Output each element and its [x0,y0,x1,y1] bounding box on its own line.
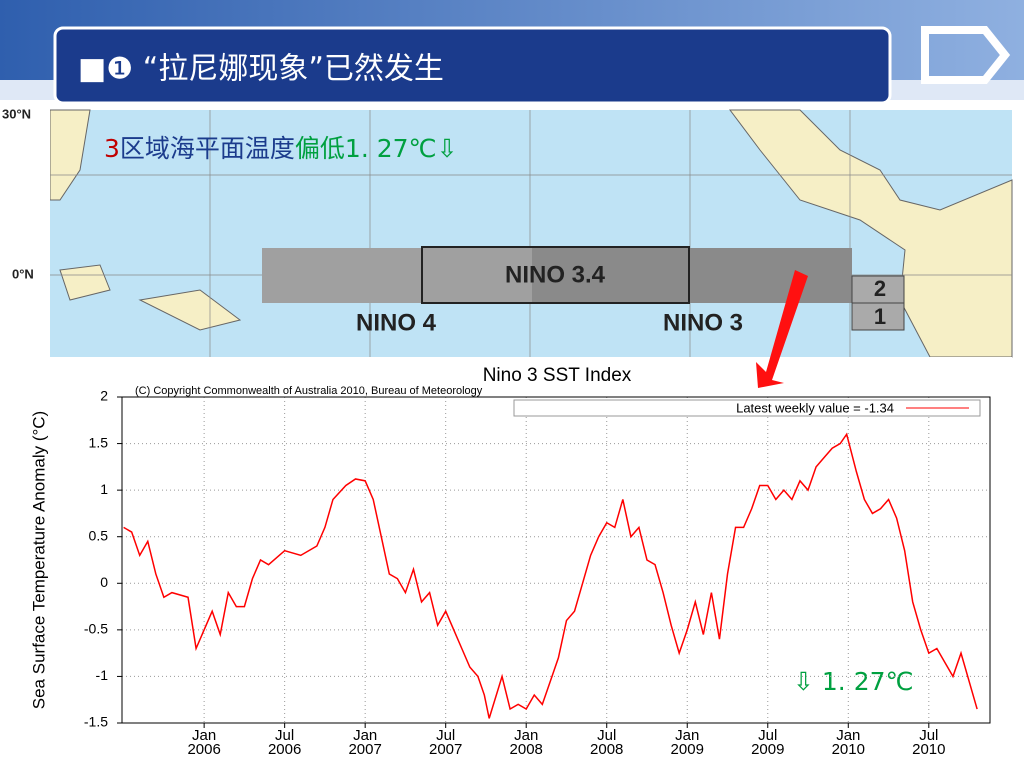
annotation-part: 3 [104,134,120,163]
map-annotation: 3区域海平面温度偏低1. 27℃⇩ [104,134,458,163]
callout-arrow [756,270,808,388]
nino2-box [851,275,905,304]
region-label: 2 [874,276,886,301]
y-tick-label: -0.5 [84,621,108,637]
legend-label: Latest weekly value = -1.34 [736,400,894,415]
region-label: NINO 3.4 [505,261,606,288]
y-tick-label: 1.5 [89,434,109,450]
x-tick-label: Jan 2006 [187,727,221,758]
lat-label: 30°N [2,106,31,121]
chart-bg [50,357,1012,768]
y-tick-label: 2 [100,388,108,404]
data-line [123,432,978,719]
annotation-part: 区域海平面温度 [120,134,295,163]
chart-subtitle: (C) Copyright Commonwealth of Australia … [135,385,483,397]
logo-arrow [921,26,1011,84]
x-tick-label: Jul 2008 [590,727,624,758]
y-tick-label: -1.5 [84,714,108,730]
nino1-box [851,302,905,331]
region-label: NINO 3 [663,309,743,336]
chart-annotation: ⇩ 1. 27℃ [793,667,914,696]
slide-title: ■❶ “拉尼娜现象”已然发生 [78,52,444,87]
x-tick-label: Jul 2006 [267,727,302,758]
nino34-box [421,246,690,304]
annotation-part: 偏低1. 27℃⇩ [295,134,458,163]
lat-label: 0°N [12,266,34,281]
region-label: NINO 4 [356,309,437,336]
y-axis-label: Sea Surface Temperature Anomaly (°C) [29,411,48,709]
y-tick-label: 0 [100,574,108,590]
y-tick-label: 0.5 [89,527,109,543]
legend-box [513,399,981,417]
title-box [53,26,892,105]
x-tick-label: Jan 2007 [348,727,382,758]
plot: -1.5 -1 -0.5 0 0.5 1 1.5 2 [84,388,991,730]
x-tick-label: Jul 2007 [429,727,463,758]
x-tick-label: Jan 2008 [509,727,543,758]
plot-frame [121,396,991,724]
x-tick-label: Jul 2009 [751,727,785,758]
y-tick-label: -1 [96,667,109,683]
y-tick-label: 1 [100,481,108,497]
chart-title: Nino 3 SST Index [483,365,632,386]
nino4-region [262,248,532,303]
region-label: 1 [874,304,886,329]
x-tick-label: Jan 2010 [831,727,865,758]
x-tick-label: Jan 2009 [670,727,704,758]
x-tick-label: Jul 2010 [912,727,946,758]
map [0,105,1013,358]
lat-margin [0,105,50,357]
